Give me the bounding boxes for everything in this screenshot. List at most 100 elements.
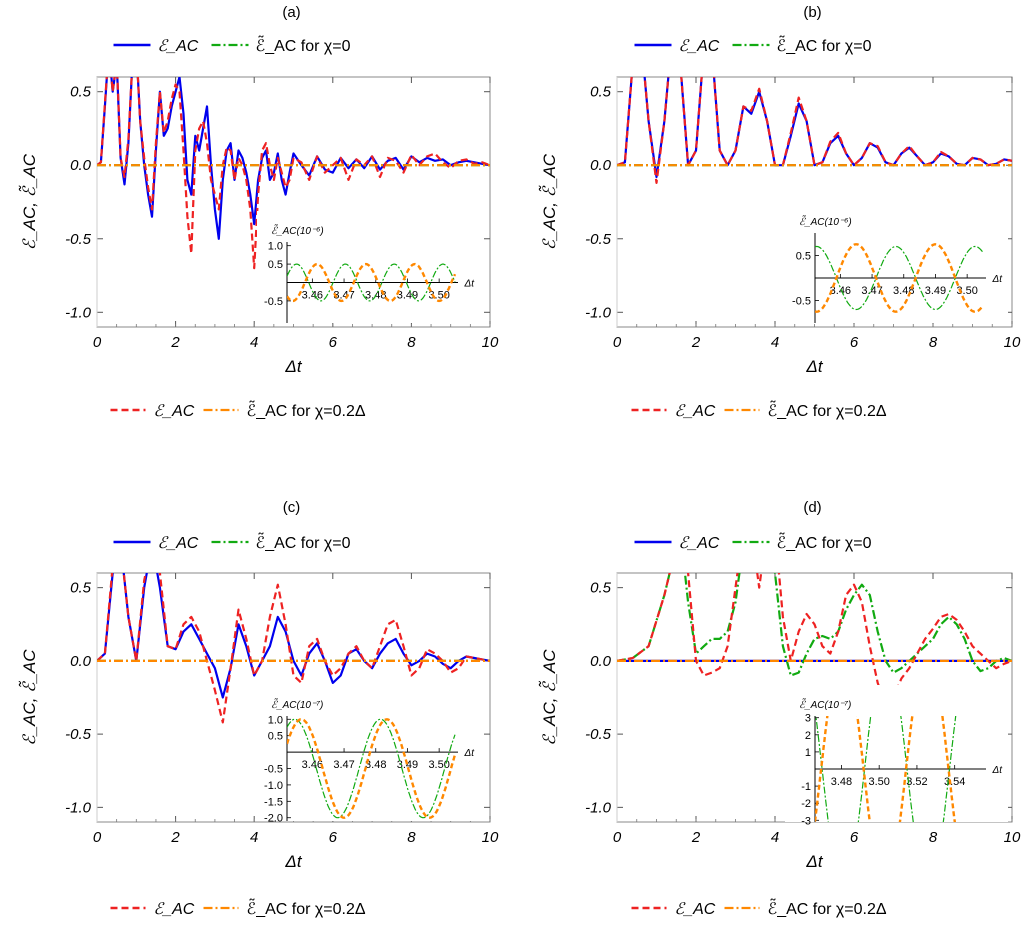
inset-wave bbox=[287, 262, 457, 303]
x-tick-label: 6 bbox=[850, 334, 859, 351]
x-tick-label: 4 bbox=[250, 829, 258, 846]
x-tick-label: 0 bbox=[613, 334, 622, 351]
x-tick-label: 2 bbox=[170, 334, 180, 351]
panel-label: (c) bbox=[283, 499, 301, 516]
x-tick-label: 10 bbox=[482, 829, 499, 846]
x-tick-label: 4 bbox=[250, 334, 258, 351]
series-group bbox=[617, 77, 1012, 184]
inset-x-tick-label: 3.46 bbox=[830, 285, 851, 297]
x-tick-label: 8 bbox=[407, 829, 416, 846]
y-tick-label: 0.0 bbox=[590, 653, 612, 670]
inset-y-label: ℰ̃_AC(10⁻⁶) bbox=[799, 215, 852, 228]
legend-label: ℰ̃_AC for χ=0 bbox=[777, 533, 872, 552]
inset-bg bbox=[785, 202, 1008, 323]
y-tick-label: 0.5 bbox=[590, 580, 612, 597]
y-axis-label: ℰ_AC, ℰ̃_AC bbox=[538, 649, 559, 746]
inset: ℰ̃_AC(10⁻⁶)Δt3.46 3.47 3.48 3.49 3.50-0.50.5… bbox=[257, 211, 480, 323]
x-tick-label: 8 bbox=[929, 829, 938, 846]
chart-panel: (c) ℰ_AC ℰ̃_AC for χ=0 ℰ_AC ℰ̃_AC for χ=0.2Δ… bbox=[18, 499, 499, 918]
panel-label: (a) bbox=[282, 4, 300, 21]
x-axis-label: Δt bbox=[284, 357, 302, 376]
y-tick-label: 0.0 bbox=[590, 157, 612, 174]
legend-label: ℰ_AC bbox=[154, 901, 195, 918]
inset-y-tick-label: 0.5 bbox=[796, 251, 811, 263]
inset: ℰ̃_AC(10⁻⁶)Δt3.46 3.47 3.48 3.49 3.50-0.50.5 bbox=[785, 202, 1008, 323]
x-tick-label: 4 bbox=[771, 334, 779, 351]
x-tick-label: 0 bbox=[613, 829, 622, 846]
inset-waves bbox=[287, 262, 457, 303]
x-tick-label: 10 bbox=[1004, 829, 1021, 846]
inset-y-tick-label: -3 bbox=[801, 815, 811, 827]
inset-x-tick-label: 3.50 bbox=[868, 776, 889, 788]
legend-label: ℰ̃_AC for χ=0.2Δ bbox=[247, 899, 366, 918]
inset-y-tick-label: 1 bbox=[805, 747, 811, 759]
y-tick-label: -0.5 bbox=[65, 231, 92, 248]
x-tick-label: 6 bbox=[329, 334, 338, 351]
x-tick-label: 2 bbox=[691, 829, 701, 846]
inset: ℰ̃_AC(10⁻⁷)Δt3.46 3.47 3.48 3.49 3.50-2.0-1.… bbox=[257, 685, 480, 825]
inset-waves bbox=[287, 718, 457, 819]
inset-y-label: ℰ̃_AC(10⁻⁶) bbox=[271, 224, 324, 237]
inset-wave bbox=[815, 245, 984, 311]
legend-label: ℰ̃_AC for χ=0 bbox=[256, 36, 351, 55]
inset-x-label: Δt bbox=[464, 748, 476, 759]
inset-x-tick-label: 3.47 bbox=[333, 759, 354, 771]
inset-y-tick-label: 1.0 bbox=[268, 241, 283, 253]
inset-y-label: ℰ̃_AC(10⁻⁷) bbox=[799, 698, 851, 711]
legend-label: ℰ_AC bbox=[158, 535, 199, 552]
y-tick-label: -0.5 bbox=[585, 231, 612, 248]
inset-x-label: Δt bbox=[464, 279, 476, 290]
inset-y-tick-label: -1.0 bbox=[264, 780, 283, 792]
legend-label: ℰ̃_AC for χ=0 bbox=[777, 36, 872, 55]
inset-wave bbox=[815, 243, 985, 313]
inset-x-tick-label: 3.47 bbox=[861, 285, 882, 297]
inset-x-label: Δt bbox=[992, 274, 1004, 285]
inset-y-tick-label: -0.5 bbox=[264, 764, 283, 776]
inset-y-tick-label: 3 bbox=[805, 713, 811, 725]
inset-y-tick-label: 0.5 bbox=[268, 259, 283, 271]
y-tick-label: -0.5 bbox=[585, 726, 612, 743]
y-axis-label: ℰ_AC, ℰ̃_AC bbox=[18, 153, 39, 250]
y-tick-label: 0.0 bbox=[70, 653, 92, 670]
x-tick-label: 4 bbox=[771, 829, 779, 846]
x-tick-label: 0 bbox=[93, 829, 102, 846]
y-tick-label: -1.0 bbox=[65, 304, 92, 321]
y-tick-label: -1.0 bbox=[585, 799, 612, 816]
y-tick-label: -1.0 bbox=[65, 799, 92, 816]
inset-waves bbox=[815, 243, 985, 313]
series-line bbox=[617, 573, 1012, 677]
inset-y-tick-label: 0.5 bbox=[268, 731, 283, 743]
series-line bbox=[617, 77, 1012, 184]
legend-label: ℰ̃_AC for χ=0.2Δ bbox=[768, 401, 887, 420]
series-group bbox=[97, 77, 490, 270]
x-tick-label: 8 bbox=[407, 334, 416, 351]
x-tick-label: 6 bbox=[329, 829, 338, 846]
x-tick-label: 2 bbox=[170, 829, 180, 846]
legend-label: ℰ̃_AC for χ=0.2Δ bbox=[768, 899, 887, 918]
inset-x-tick-label: 3.48 bbox=[831, 776, 852, 788]
y-tick-label: 0.5 bbox=[70, 580, 92, 597]
y-axis-label: ℰ_AC, ℰ̃_AC bbox=[18, 649, 39, 746]
inset-y-label: ℰ̃_AC(10⁻⁷) bbox=[271, 698, 323, 711]
legend-label: ℰ_AC bbox=[154, 403, 195, 420]
x-axis-label: Δt bbox=[284, 852, 302, 871]
series-line bbox=[97, 573, 490, 699]
y-tick-label: 0.5 bbox=[70, 84, 92, 101]
y-tick-label: -0.5 bbox=[65, 726, 92, 743]
inset-wave bbox=[287, 718, 457, 819]
panel-label: (b) bbox=[803, 4, 821, 21]
inset-x-tick-label: 3.50 bbox=[428, 759, 449, 771]
inset-x-label: Δt bbox=[992, 765, 1004, 776]
inset-x-tick-label: 3.47 bbox=[333, 290, 354, 302]
inset-x-tick-label: 3.50 bbox=[956, 285, 977, 297]
x-tick-label: 10 bbox=[482, 334, 499, 351]
panel-label: (d) bbox=[803, 499, 821, 516]
x-tick-label: 8 bbox=[929, 334, 938, 351]
inset-x-tick-label: 3.54 bbox=[944, 776, 965, 788]
series-line bbox=[97, 77, 490, 270]
inset-x-tick-label: 3.49 bbox=[925, 285, 946, 297]
inset-y-tick-label: 1.0 bbox=[268, 714, 283, 726]
inset-y-tick-label: -0.5 bbox=[792, 296, 811, 308]
inset-wave bbox=[287, 718, 456, 819]
